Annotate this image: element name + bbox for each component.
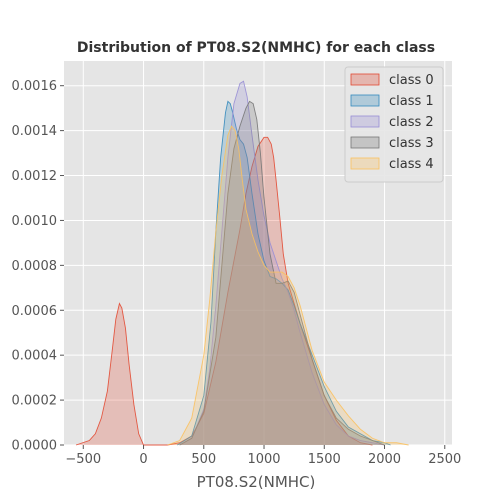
legend-swatch	[350, 136, 380, 149]
y-tick-label: 0.0010	[12, 214, 58, 229]
y-tick-label: 0.0006	[12, 304, 58, 319]
legend-label: class 0	[389, 73, 434, 88]
y-tick-label: 0.0014	[12, 124, 58, 139]
legend-label: class 1	[389, 94, 434, 109]
class-3-density-fill	[179, 101, 385, 446]
class-0-density-line	[75, 136, 373, 446]
y-tick-label: 0.0016	[12, 79, 58, 94]
chart-title: Distribution of PT08.S2(NMHC) for each c…	[77, 40, 435, 56]
x-tick-label: 2000	[368, 452, 401, 467]
x-tick-label: 2500	[428, 452, 461, 467]
legend-swatch	[350, 115, 380, 128]
legend-swatch	[350, 94, 380, 107]
y-tick-label: 0.0012	[12, 169, 58, 184]
y-tick-label: 0.0008	[12, 259, 58, 274]
x-tick-label: 500	[191, 452, 216, 467]
legend-box	[344, 66, 444, 183]
x-tick-label: 1000	[247, 452, 280, 467]
class-0-density-fill	[76, 137, 373, 445]
legend-label: class 4	[389, 157, 434, 172]
y-tick-label: 0.0002	[12, 394, 58, 409]
y-tick-label: 0.0004	[12, 349, 58, 364]
legend-label: class 3	[389, 136, 434, 151]
class-1-density-fill	[177, 101, 391, 446]
y-tick-label: 0.0000	[12, 439, 58, 454]
legend-swatch	[350, 157, 380, 170]
legend: class 0 class 1 class 2 class 3 class 4	[344, 66, 444, 183]
density-areas	[75, 80, 409, 446]
class-1-density-line	[177, 100, 391, 446]
x-tick-label: −500	[65, 452, 101, 467]
x-axis-ticks: −500 0 500 1000 1500 2000 2500	[65, 445, 461, 467]
x-tick-label: 1500	[308, 452, 341, 467]
legend-swatch	[350, 73, 380, 86]
x-tick-label: 0	[139, 452, 147, 467]
x-axis-label: PT08.S2(NMHC)	[197, 473, 316, 491]
class-4-density-fill	[167, 126, 409, 446]
class-4-density-line	[167, 125, 409, 446]
class-3-density-line	[179, 100, 385, 446]
class-2-density-line	[179, 80, 385, 446]
legend-label: class 2	[389, 115, 434, 130]
y-axis-ticks: 0.0000 0.0002 0.0004 0.0006 0.0008 0.0010 0.00…	[12, 79, 64, 454]
